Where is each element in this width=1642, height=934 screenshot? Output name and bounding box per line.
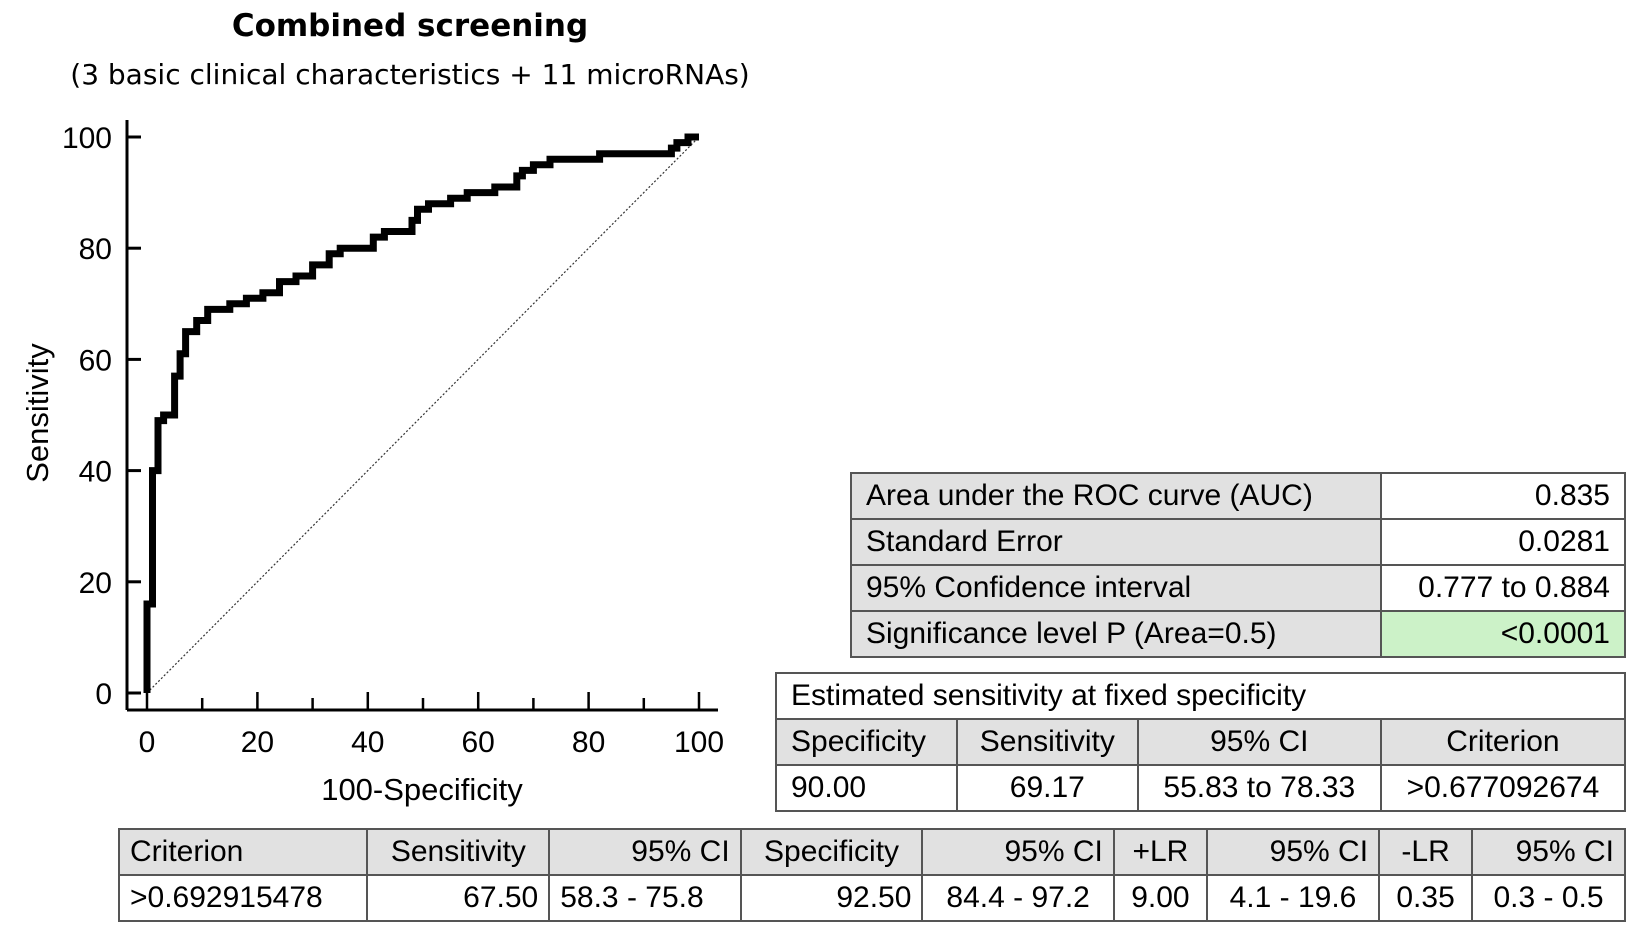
x-tick-label: 60 [462,726,495,759]
x-tick-label: 40 [351,726,384,759]
table-header-row: Specificity Sensitivity 95% CI Criterion [775,718,1627,766]
table-row: 90.00 69.17 55.83 to 78.33 >0.677092674 [775,764,1627,812]
col-header: +LR [1112,828,1208,876]
fixed-specificity-title: Estimated sensitivity at fixed specifici… [775,672,1626,720]
col-header: 95% CI [548,828,742,876]
cell: 92.50 [739,874,924,922]
col-header: -LR [1378,828,1474,876]
col-header: 95% CI [1471,828,1626,876]
col-header: Criterion [1379,718,1627,766]
table-row: >0.692915478 67.50 58.3 - 75.8 92.50 84.… [117,874,1626,922]
cell: 0.35 [1378,874,1474,922]
y-tick-label: 0 [95,678,112,711]
ci-value: 0.777 to 0.884 [1380,564,1626,612]
table-header-row: Criterion Sensitivity 95% CI Specificity… [117,828,1626,876]
auc-label: Area under the ROC curve (AUC) [850,472,1382,520]
x-tick-label: 20 [241,726,274,759]
ci-label: 95% Confidence interval [850,564,1382,612]
y-tick-label: 40 [79,456,112,489]
auc-summary-table: Area under the ROC curve (AUC) 0.835 Sta… [850,472,1626,658]
col-header: Sensitivity [955,718,1139,766]
col-header: 95% CI [1205,828,1381,876]
y-tick-label: 20 [79,567,112,600]
cell: >0.677092674 [1379,764,1627,812]
cell: 69.17 [955,764,1139,812]
fixed-specificity-table: Estimated sensitivity at fixed specifici… [775,672,1627,812]
reference-line [146,136,700,694]
cell: 84.4 - 97.2 [921,874,1115,922]
y-tick-label: 100 [62,122,112,155]
cell: 58.3 - 75.8 [548,874,742,922]
table-row: Area under the ROC curve (AUC) 0.835 [850,472,1626,520]
x-tick-label: 0 [139,726,156,759]
y-tick-label: 80 [79,233,112,266]
y-axis-label: Sensitivity [20,343,55,483]
col-header: 95% CI [1136,718,1382,766]
cell: 90.00 [775,764,958,812]
col-header: Sensitivity [366,828,551,876]
col-header: Criterion [117,828,369,876]
cell: >0.692915478 [117,874,369,922]
x-tick-label: 100 [674,726,724,759]
roc-curve [143,133,699,693]
cell: 55.83 to 78.33 [1136,764,1382,812]
p-label: Significance level P (Area=0.5) [850,610,1382,658]
x-axis-label: 100-Specificity [321,772,523,807]
table-row: 95% Confidence interval 0.777 to 0.884 [850,564,1626,612]
auc-value: 0.835 [1380,472,1626,520]
criterion-table: Criterion Sensitivity 95% CI Specificity… [117,828,1626,922]
x-tick-label: 80 [572,726,605,759]
col-header: 95% CI [921,828,1115,876]
cell: 0.3 - 0.5 [1471,874,1626,922]
table-row: Standard Error 0.0281 [850,518,1626,566]
se-label: Standard Error [850,518,1382,566]
series-layer [143,133,700,694]
table-row: Estimated sensitivity at fixed specifici… [775,672,1626,720]
chart-title: Combined screening [231,8,589,44]
chart-subtitle: (3 basic clinical characteristics + 11 m… [70,58,750,91]
cell: 9.00 [1112,874,1208,922]
cell: 67.50 [366,874,551,922]
ticks: 0 20 40 60 80 100 0 20 40 60 80 100 [62,122,724,759]
cell: 4.1 - 19.6 [1205,874,1381,922]
y-tick-label: 60 [79,344,112,377]
se-value: 0.0281 [1380,518,1626,566]
col-header: Specificity [775,718,958,766]
table-row: Significance level P (Area=0.5) <0.0001 [850,610,1626,658]
p-value: <0.0001 [1380,610,1626,658]
col-header: Specificity [739,828,924,876]
